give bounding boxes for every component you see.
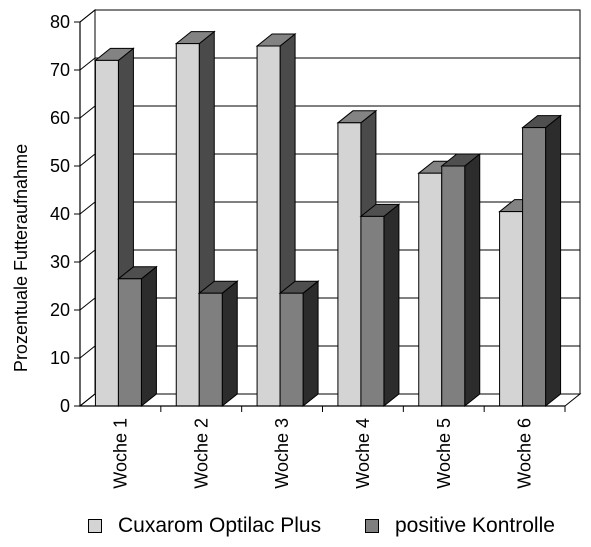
legend-swatch-series-2 — [365, 519, 379, 533]
legend-item-series-2: positive Kontrolle — [365, 514, 555, 538]
gridline — [79, 57, 580, 71]
y-tick-label: 80 — [50, 12, 70, 32]
y-tick-label: 0 — [60, 396, 70, 416]
x-category-label: Woche 5 — [434, 418, 454, 489]
bar-front — [198, 292, 223, 407]
bar-front — [256, 45, 281, 407]
y-tick-label: 20 — [50, 300, 70, 320]
bar — [359, 203, 401, 408]
bar-front — [499, 211, 524, 407]
bar — [521, 114, 563, 408]
bar — [116, 265, 158, 408]
legend-label-series-1: Cuxarom Optilac Plus — [118, 514, 322, 537]
y-tick-label: 60 — [50, 108, 70, 128]
axes — [74, 21, 566, 412]
y-axis-label: Prozentuale Futteraufnahme — [11, 144, 31, 372]
bar-front — [279, 292, 304, 407]
bar-front — [522, 127, 547, 407]
x-category-labels: Woche 1 Woche 2 Woche 3 Woche 4 Woche 5 Woche… — [110, 418, 534, 489]
y-tick-label: 30 — [50, 252, 70, 272]
y-tick-label: 70 — [50, 60, 70, 80]
bar — [440, 152, 482, 408]
bar-front — [94, 59, 119, 407]
bar-side — [545, 114, 562, 408]
bar-side — [140, 265, 157, 408]
bar-front — [117, 278, 142, 407]
y-tick-labels: 0 10 20 30 40 50 60 70 80 — [50, 12, 70, 416]
bar-side — [221, 280, 238, 408]
bar-side — [302, 280, 319, 408]
bar-front — [360, 215, 385, 407]
x-category-label: Woche 6 — [515, 418, 535, 489]
x-category-label: Woche 3 — [272, 418, 292, 489]
x-category-label: Woche 2 — [191, 418, 211, 489]
bar-front — [418, 172, 443, 407]
legend-item-series-1: Cuxarom Optilac Plus — [88, 514, 321, 538]
x-category-label: Woche 1 — [110, 418, 130, 489]
bars — [93, 30, 563, 408]
y-tick-label: 10 — [50, 348, 70, 368]
bar-front — [175, 43, 200, 407]
legend-label-series-2: positive Kontrolle — [395, 514, 555, 537]
y-tick-label: 50 — [50, 156, 70, 176]
bar-side — [383, 203, 400, 408]
bar-side — [464, 152, 481, 408]
legend: Cuxarom Optilac Plus positive Kontrolle — [0, 514, 591, 540]
y-tick-label: 40 — [50, 204, 70, 224]
legend-swatch-series-1 — [88, 519, 102, 533]
bar — [278, 280, 320, 408]
bar — [197, 280, 239, 408]
bar-front — [337, 122, 362, 407]
x-category-label: Woche 4 — [353, 418, 373, 489]
bar-front — [441, 165, 466, 407]
gridline — [79, 9, 580, 23]
